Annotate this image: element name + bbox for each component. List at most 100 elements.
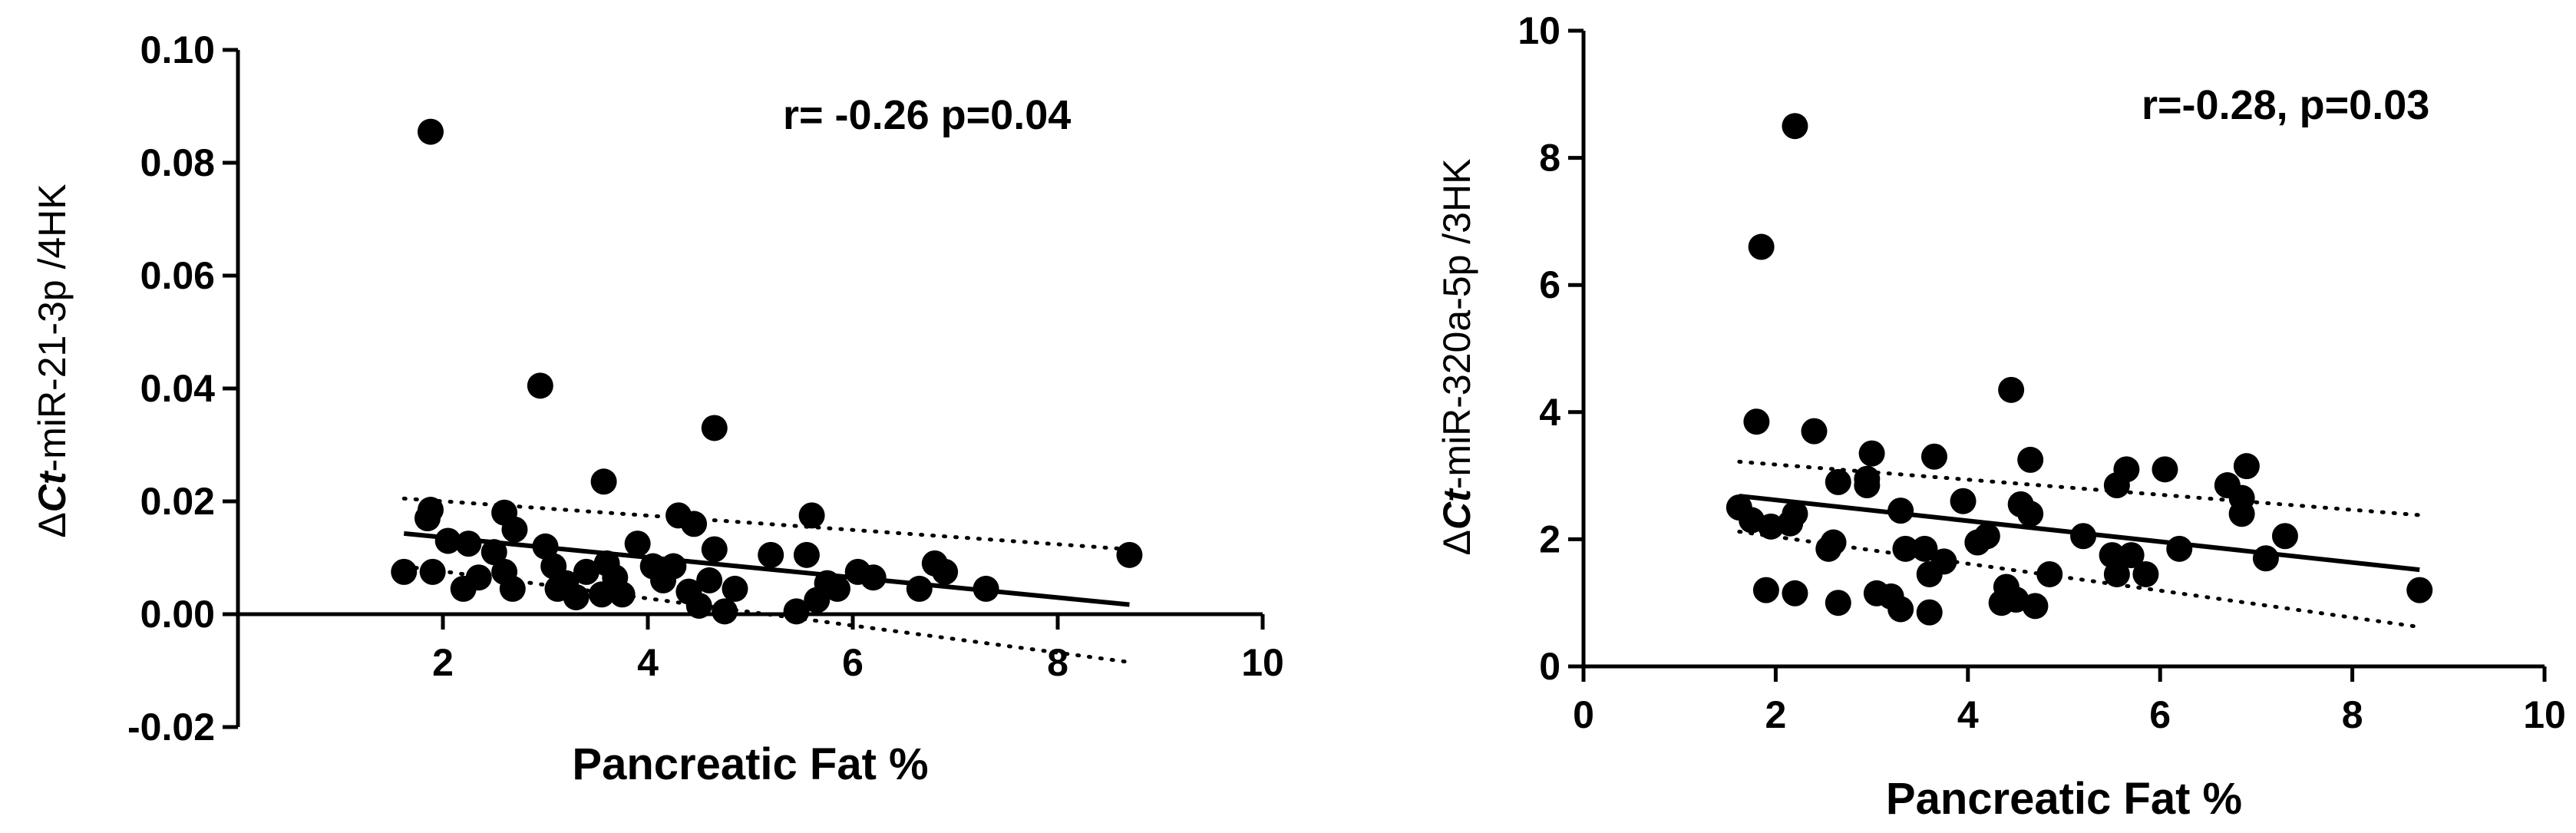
data-point bbox=[1748, 233, 1775, 260]
x-tick-label: 2 bbox=[1765, 693, 1786, 736]
data-point bbox=[1777, 510, 1804, 537]
correlation-annotation: r=-0.28, p=0.03 bbox=[2142, 82, 2429, 128]
y-tick-label: 0.02 bbox=[140, 480, 215, 523]
correlation-annotation: r= -0.26 p=0.04 bbox=[783, 92, 1071, 138]
data-point bbox=[414, 505, 441, 532]
data-point bbox=[793, 541, 820, 568]
data-point bbox=[1854, 472, 1881, 499]
data-point bbox=[1743, 408, 1770, 435]
data-point bbox=[527, 372, 553, 399]
x-tick-label: 8 bbox=[1047, 641, 1068, 684]
x-tick-label: 10 bbox=[1241, 641, 1284, 684]
data-point bbox=[2103, 472, 2130, 499]
data-point bbox=[450, 575, 477, 602]
data-point bbox=[701, 536, 728, 563]
x-tick-label: 4 bbox=[1957, 693, 1979, 736]
data-point bbox=[1887, 497, 1914, 524]
data-point bbox=[696, 567, 723, 593]
data-point bbox=[2118, 542, 2145, 569]
data-point bbox=[1988, 590, 2015, 616]
data-point bbox=[1825, 590, 1851, 616]
data-point bbox=[1950, 488, 1977, 514]
data-point bbox=[2036, 560, 2063, 587]
data-point bbox=[1916, 599, 1943, 626]
x-axis-title: Pancreatic Fat % bbox=[1886, 774, 2242, 824]
data-point bbox=[1116, 541, 1143, 568]
x-tick-label: 6 bbox=[842, 641, 864, 684]
y-tick-label: 6 bbox=[1539, 263, 1560, 306]
data-point bbox=[2228, 501, 2255, 527]
data-point bbox=[1801, 418, 1828, 445]
x-tick-label: 6 bbox=[2149, 693, 2171, 736]
data-point bbox=[609, 581, 636, 608]
data-point bbox=[573, 558, 599, 585]
data-point bbox=[1758, 513, 1785, 540]
y-tick-label: 0.06 bbox=[140, 254, 215, 297]
data-point bbox=[2017, 446, 2044, 473]
data-point bbox=[2252, 545, 2279, 572]
data-point bbox=[2132, 560, 2159, 587]
data-point bbox=[2233, 453, 2260, 480]
data-point bbox=[906, 575, 933, 602]
data-point bbox=[2070, 523, 2097, 550]
data-point bbox=[1998, 376, 2025, 403]
data-point bbox=[1964, 529, 1991, 556]
x-tick-label: 4 bbox=[637, 641, 659, 684]
y-tick-label: 8 bbox=[1539, 137, 1560, 180]
data-point bbox=[455, 531, 482, 557]
regression-line bbox=[1739, 494, 2420, 573]
data-point bbox=[434, 527, 461, 554]
chart-mir21: -0.02 0.00 0.02 0.04 0.06 0.08 0.10 2 4 6 8 10 r= -0… bbox=[31, 28, 1284, 789]
data-point bbox=[798, 502, 825, 529]
ci-lower-line bbox=[401, 564, 1131, 664]
x-tick-label: 0 bbox=[1573, 693, 1594, 736]
y-tick-label: 0.08 bbox=[140, 141, 215, 184]
ci-upper-line bbox=[1737, 459, 2422, 517]
data-point bbox=[544, 575, 571, 602]
data-point bbox=[712, 598, 738, 625]
data-point bbox=[501, 516, 528, 543]
data-point bbox=[1916, 560, 1943, 587]
data-point bbox=[417, 118, 444, 145]
data-point bbox=[1815, 535, 1842, 562]
data-point bbox=[1752, 577, 1779, 603]
data-point bbox=[681, 511, 708, 537]
data-point bbox=[2152, 456, 2178, 483]
data-point bbox=[932, 558, 959, 585]
data-point bbox=[685, 592, 712, 619]
y-axis-title: ΔCt-miR-320a-5p /3HK bbox=[1435, 159, 1478, 556]
data-point bbox=[2271, 523, 2298, 550]
data-point bbox=[824, 575, 850, 602]
data-point bbox=[722, 575, 748, 602]
data-point bbox=[481, 539, 507, 566]
data-point bbox=[2406, 577, 2433, 603]
data-point bbox=[2017, 501, 2044, 527]
data-point bbox=[2166, 535, 2193, 562]
regression-line bbox=[403, 531, 1130, 607]
data-point bbox=[1782, 113, 1808, 140]
data-point bbox=[1911, 535, 1938, 562]
data-point bbox=[419, 558, 446, 585]
data-point bbox=[588, 581, 615, 608]
y-tick-label: 0.04 bbox=[140, 367, 216, 410]
y-tick-label: 10 bbox=[1518, 9, 1560, 52]
data-point bbox=[1920, 443, 1947, 470]
y-tick-label: 0.00 bbox=[140, 593, 215, 636]
data-point bbox=[1858, 440, 1885, 467]
data-point bbox=[701, 415, 728, 441]
x-tick-label: 10 bbox=[2523, 693, 2566, 736]
data-point bbox=[758, 541, 784, 568]
y-tick-label: -0.02 bbox=[127, 706, 215, 749]
y-tick-label: 0 bbox=[1539, 645, 1560, 688]
data-point bbox=[624, 531, 651, 557]
data-point bbox=[1887, 596, 1914, 623]
data-point bbox=[391, 558, 418, 585]
data-point bbox=[590, 468, 617, 495]
data-point bbox=[499, 575, 526, 602]
y-tick-label: 0.10 bbox=[140, 28, 215, 71]
x-tick-label: 8 bbox=[2342, 693, 2363, 736]
y-tick-label: 2 bbox=[1539, 517, 1560, 560]
data-point bbox=[2022, 593, 2049, 620]
y-tick-label: 4 bbox=[1539, 391, 1560, 434]
